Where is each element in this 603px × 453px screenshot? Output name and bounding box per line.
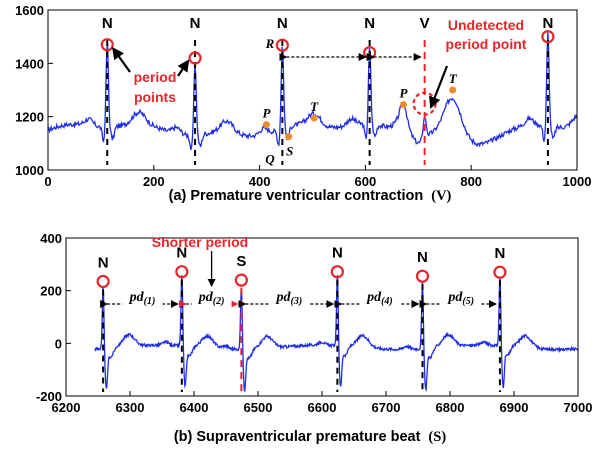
panel-a-beat-label: N	[190, 15, 201, 32]
panel-b-period-point	[234, 273, 248, 287]
panel-b-x-tick-label: 6500	[244, 400, 273, 415]
panel-a-detected-period-point	[541, 30, 555, 44]
panel-b-period-label-bg	[122, 288, 163, 308]
panel-b-period-label-bg	[359, 288, 400, 308]
panel-a-period-points-arrow	[177, 59, 190, 77]
panel-a-chart: 0 200 400 600 800 1000 1000 1200 1400 1600 N N N N V N…	[15, 3, 591, 189]
panel-a-ecg-signal	[47, 32, 578, 151]
panel-a-x-tick-label: 400	[249, 174, 271, 189]
panel-b-x-tick-label: 6700	[372, 400, 401, 415]
panel-a-wave-label: T	[310, 99, 319, 114]
panel-b-beat-label: N	[494, 245, 505, 262]
panel-a-beat-label: N	[102, 15, 113, 32]
panel-b-beat-label: N	[332, 245, 343, 262]
panel-a-detected-period-point	[275, 38, 289, 52]
panel-b-period-label: pd(2)	[198, 290, 225, 307]
panel-b-y-tick-label: 400	[40, 231, 62, 246]
panel-a-wave-point	[285, 133, 293, 141]
panel-b-chart: 6200 6300 6400 6500 6600 6700 6800 6900 7000 -200…	[36, 231, 592, 415]
panel-b-beat-label: N	[98, 254, 109, 271]
panel-a-beat-label: N	[277, 15, 288, 32]
panel-b-beat-label: S	[236, 253, 246, 270]
panel-b-period-label: pd(4)	[366, 290, 393, 307]
panel-a-x-tick-label: 800	[460, 174, 482, 189]
panel-b-x-tick-label: 6300	[116, 400, 145, 415]
panel-a-wave-label: S	[286, 144, 293, 159]
panel-b-beat-label: N	[417, 249, 428, 266]
panel-a-wave-label: P	[400, 86, 409, 101]
panel-a-detected-period-point	[188, 51, 202, 65]
panel-a-y-tick-label: 1600	[15, 3, 44, 18]
panel-a-beat-label: N	[364, 15, 375, 32]
panel-a-wave-point	[310, 114, 318, 122]
panel-a-x-tick-label: 1000	[563, 174, 592, 189]
panel-a-wave-label: Q	[265, 152, 275, 167]
panel-b-x-tick-label: 6900	[500, 400, 529, 415]
panel-b-x-tick-label: 6400	[180, 400, 209, 415]
panel-b-x-tick-label: 6600	[308, 400, 337, 415]
panel-b-period-label: pd(3)	[276, 290, 303, 307]
panel-a-beat-label: N	[542, 15, 553, 32]
panel-a-period-points-label: period points	[134, 69, 177, 105]
panel-b-beat-label: N	[176, 245, 187, 262]
panel-a-wave-point	[262, 121, 270, 129]
panel-a-detected-period-point	[100, 38, 114, 52]
panel-b-period-label: pd(5)	[447, 290, 474, 307]
panel-b-x-tick-label: 6200	[52, 400, 81, 415]
panel-b-period-label-bg	[441, 288, 482, 308]
panel-a-undetected-arrow	[429, 65, 449, 109]
panel-a-plot-frame	[47, 9, 578, 171]
panel-b-y-tick-label: -200	[36, 389, 62, 404]
panel-a-undetected-label: Undetected period point	[446, 17, 527, 52]
panel-b-period-label-bg	[191, 288, 232, 308]
panel-a-wave-label: T	[449, 71, 458, 86]
panel-a-y-tick-label: 1000	[15, 163, 44, 178]
panel-a-wave-point	[399, 101, 407, 109]
panel-b-y-tick-label: 0	[55, 336, 62, 351]
panel-b-shorter-period-label: Shorter period	[152, 234, 248, 250]
panel-b-period-label: pd(1)	[129, 290, 156, 307]
panel-b-x-tick-label: 6800	[436, 400, 465, 415]
panel-a-y-tick-label: 1200	[15, 110, 44, 125]
panel-b-period-label-bg	[269, 288, 310, 308]
panel-b-period-point	[175, 265, 189, 279]
panel-b-y-tick-label: 200	[40, 284, 62, 299]
panel-b-caption: (b) Supraventricular premature beat (S)	[174, 428, 446, 445]
panel-a-wave-label: R	[265, 36, 275, 51]
panel-a-x-tick-label: 200	[143, 174, 165, 189]
panel-b-period-point	[493, 265, 507, 279]
panel-b-period-point	[415, 269, 430, 283]
panel-a-caption: (a) Premature ventricular contraction (V…	[169, 187, 452, 204]
panel-a-x-tick-label: 600	[355, 174, 377, 189]
panel-a-beat-label: V	[420, 15, 430, 32]
panel-a-wave-label: P	[263, 106, 272, 121]
panel-a-x-tick-label: 0	[44, 174, 51, 189]
panel-a-y-tick-label: 1400	[15, 56, 44, 71]
panel-b-x-tick-label: 7000	[564, 400, 593, 415]
panel-a-wave-point	[449, 86, 457, 94]
panel-b-period-point	[330, 265, 344, 279]
panel-b-ecg-signal	[94, 274, 578, 393]
panel-a-period-points-arrow	[112, 47, 131, 73]
panel-b-period-point	[96, 274, 110, 289]
